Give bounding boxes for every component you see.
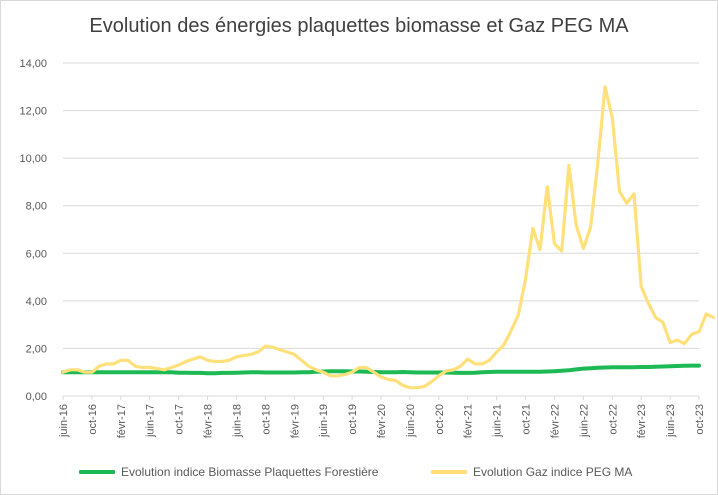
- x-tick-label: févr-18: [203, 404, 215, 438]
- x-tick-label: juin-22: [578, 404, 590, 438]
- chart-title: Evolution des énergies plaquettes biomas…: [89, 15, 629, 37]
- x-tick-label: oct-16: [87, 404, 99, 435]
- x-tick-label: févr-21: [463, 404, 475, 438]
- x-tick-label: oct-23: [694, 404, 706, 435]
- legend-item-biomasse: Evolution indice Biomasse Plaquettes For…: [79, 463, 378, 481]
- x-tick-label: juin-18: [231, 404, 243, 438]
- x-tick-label: févr-22: [549, 404, 561, 438]
- y-tick-label: 4,00: [26, 296, 47, 308]
- y-tick-label: 10,00: [19, 153, 47, 165]
- legend-swatch-biomasse: [79, 470, 115, 474]
- x-tick-label: oct-22: [607, 404, 619, 435]
- y-tick-label: 0,00: [26, 391, 47, 403]
- series-line-biomasse: [61, 363, 701, 376]
- x-tick-label: févr-23: [636, 404, 648, 438]
- x-tick-label: juin-20: [405, 404, 417, 438]
- y-tick-label: 2,00: [26, 343, 47, 355]
- x-tick-label: févr-19: [289, 404, 301, 438]
- x-tick-label: oct-17: [174, 404, 186, 435]
- y-tick-label: 8,00: [26, 201, 47, 213]
- legend-label-biomasse: Evolution indice Biomasse Plaquettes For…: [121, 465, 379, 479]
- x-tick-label: juin-16: [58, 404, 70, 438]
- x-tick-label: oct-18: [260, 404, 272, 435]
- x-tick-label: oct-21: [521, 404, 533, 435]
- legend-item-gaz: Evolution Gaz indice PEG MA: [431, 463, 632, 481]
- x-tick-label: oct-19: [347, 404, 359, 435]
- legend-swatch-gaz: [431, 470, 467, 474]
- y-tick-label: 12,00: [19, 106, 47, 118]
- x-tick-label: juin-19: [318, 404, 330, 438]
- x-tick-label: oct-20: [434, 404, 446, 435]
- x-tick-label: févr-20: [376, 404, 388, 438]
- legend-label-gaz: Evolution Gaz indice PEG MA: [473, 465, 633, 479]
- x-tick-label: févr-17: [116, 404, 128, 438]
- y-tick-label: 14,00: [19, 58, 47, 70]
- x-tick-label: juin-21: [492, 404, 504, 438]
- series-line-gaz: [61, 85, 716, 390]
- x-tick-label: juin-23: [665, 404, 677, 438]
- y-tick-label: 6,00: [26, 248, 47, 260]
- x-tick-label: juin-17: [145, 404, 157, 438]
